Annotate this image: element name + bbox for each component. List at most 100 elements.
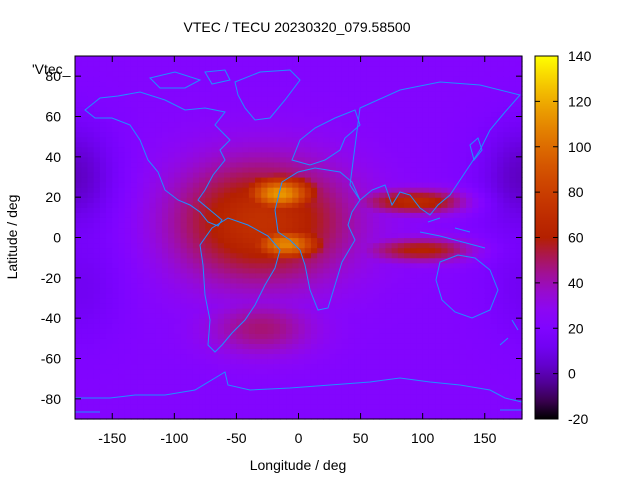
heatmap-cell (484, 141, 492, 148)
heatmap-cell (503, 383, 511, 390)
heatmap-cell (149, 126, 157, 133)
heatmap-cell (224, 212, 231, 218)
heatmap-cell (75, 343, 82, 350)
heatmap-cell (217, 272, 225, 279)
heatmap-cell (273, 177, 281, 183)
heatmap-cell (385, 207, 393, 213)
heatmap-cell (273, 323, 281, 329)
heatmap-cell (335, 131, 343, 138)
heatmap-cell (112, 202, 120, 208)
heatmap-cell (329, 333, 337, 339)
heatmap-cell (490, 242, 498, 249)
heatmap-cell (323, 101, 331, 108)
heatmap-cell (428, 413, 436, 420)
heatmap-cell (161, 121, 169, 128)
heatmap-cell (211, 303, 219, 309)
heatmap-cell (273, 252, 281, 259)
heatmap-cell (286, 403, 293, 410)
heatmap-cell (385, 287, 393, 294)
heatmap-cell (441, 338, 449, 344)
heatmap-cell (75, 287, 82, 294)
heatmap-cell (497, 267, 504, 274)
heatmap-cell (248, 287, 256, 294)
heatmap-cell (124, 363, 132, 370)
heatmap-cell (211, 237, 219, 244)
heatmap-cell (174, 86, 182, 92)
heatmap-cell (317, 146, 324, 153)
heatmap-cell (279, 257, 287, 264)
heatmap-cell (211, 111, 219, 118)
heatmap-cell (404, 227, 411, 234)
heatmap-cell (341, 101, 349, 108)
heatmap-cell (112, 76, 120, 82)
heatmap-cell (490, 353, 498, 360)
heatmap-cell (180, 298, 188, 304)
heatmap-cell (230, 267, 238, 274)
heatmap-cell (137, 91, 144, 97)
heatmap-cell (379, 217, 387, 223)
heatmap-cell (99, 81, 107, 87)
heatmap-cell (490, 282, 498, 289)
heatmap-cell (298, 111, 306, 118)
heatmap-cell (130, 328, 138, 334)
heatmap-cell (410, 222, 418, 229)
heatmap-cell (453, 71, 461, 77)
heatmap-cell (329, 318, 337, 324)
heatmap-cell (230, 338, 238, 344)
heatmap-cell (130, 262, 138, 269)
heatmap-cell (192, 328, 200, 334)
heatmap-cell (354, 156, 362, 163)
heatmap-cell (192, 237, 200, 244)
heatmap-cell (354, 408, 362, 415)
heatmap-cell (497, 126, 504, 133)
heatmap-cell (236, 393, 244, 400)
heatmap-cell (224, 156, 231, 163)
heatmap-cell (161, 192, 169, 198)
heatmap-cell (205, 272, 213, 279)
heatmap-cell (137, 333, 144, 339)
heatmap-cell (192, 388, 200, 395)
heatmap-cell (224, 318, 231, 324)
heatmap-cell (385, 388, 393, 395)
heatmap-cell (410, 338, 418, 344)
heatmap-cell (81, 166, 89, 173)
heatmap-cell (447, 161, 455, 168)
heatmap-cell (416, 161, 424, 168)
heatmap-cell (397, 156, 405, 163)
heatmap-cell (161, 272, 169, 279)
heatmap-cell (459, 217, 467, 223)
heatmap-cell (428, 146, 436, 153)
heatmap-cell (211, 287, 219, 294)
heatmap-cell (317, 252, 324, 259)
heatmap-cell (323, 343, 331, 350)
heatmap-cell (143, 368, 151, 375)
heatmap-cell (273, 277, 281, 284)
heatmap-cell (466, 182, 473, 188)
heatmap-cell (130, 267, 138, 274)
heatmap-cell (397, 141, 405, 148)
heatmap-cell (310, 343, 318, 350)
heatmap-cell (416, 141, 424, 148)
heatmap-cell (168, 403, 175, 410)
heatmap-cell (472, 388, 480, 395)
heatmap-cell (441, 76, 449, 82)
heatmap-cell (335, 161, 343, 168)
heatmap-cell (149, 262, 157, 269)
heatmap-cell (428, 192, 436, 198)
heatmap-cell (199, 398, 206, 405)
heatmap-cell (248, 126, 256, 133)
heatmap-cell (149, 136, 157, 143)
heatmap-cell (459, 262, 467, 269)
heatmap-cell (143, 388, 151, 395)
heatmap-cell (497, 353, 504, 360)
heatmap-cell (236, 106, 244, 113)
heatmap-cell (428, 398, 436, 405)
heatmap-cell (441, 383, 449, 390)
heatmap-cell (137, 383, 144, 390)
heatmap-cell (317, 96, 324, 102)
heatmap-cell (335, 403, 343, 410)
heatmap-cell (286, 71, 293, 77)
heatmap-cell (161, 328, 169, 334)
heatmap-cell (217, 116, 225, 123)
heatmap-cell (441, 393, 449, 400)
